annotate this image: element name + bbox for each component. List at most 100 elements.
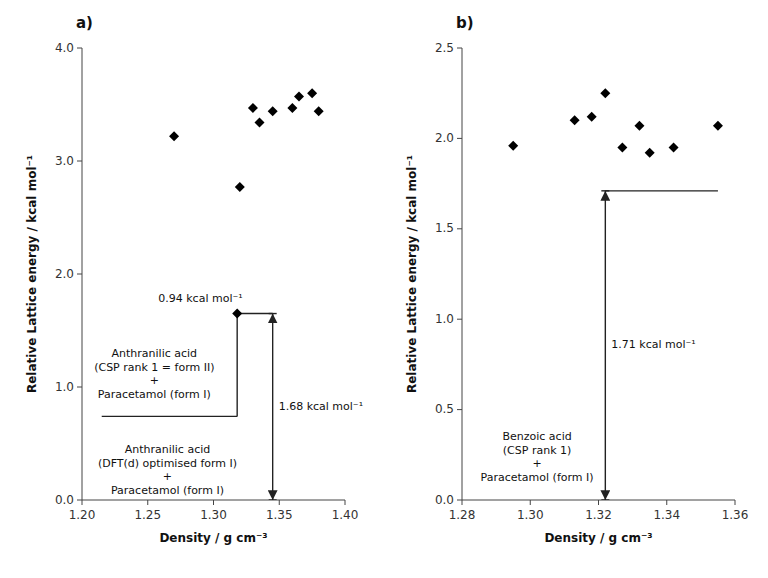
plot-area bbox=[102, 88, 324, 500]
y-tick bbox=[457, 319, 462, 320]
panel: 0.0 0.5 1.0 1.5 2.0 2.5 1.28 1.30 1.32 1.34 1.36 De… bbox=[405, 14, 748, 545]
scatter-point bbox=[294, 92, 304, 102]
scatter-point bbox=[600, 88, 610, 98]
y-tick-label: 1.0 bbox=[55, 380, 74, 394]
span-arrow bbox=[272, 314, 273, 500]
y-axis-line bbox=[82, 48, 83, 500]
y-tick-label: 0.0 bbox=[435, 493, 454, 507]
annotation-line: (CSP rank 1 = form II) bbox=[94, 361, 214, 374]
annotation: Anthranilic acid(CSP rank 1 = form II)+P… bbox=[94, 347, 214, 401]
y-tick-label: 0.5 bbox=[435, 402, 454, 416]
scatter-point bbox=[268, 106, 278, 116]
x-tick-label: 1.30 bbox=[517, 508, 544, 522]
span-cap bbox=[269, 499, 277, 500]
bracket-line bbox=[605, 190, 718, 191]
x-tick-label: 1.32 bbox=[585, 508, 612, 522]
y-tick-label: 2.0 bbox=[435, 131, 454, 145]
x-axis-label: Density / g cm⁻³ bbox=[159, 531, 267, 545]
x-tick bbox=[147, 500, 148, 505]
x-tick bbox=[345, 500, 346, 505]
annotation: Anthranilic acid(DFT(d) optimised form I… bbox=[98, 443, 237, 497]
y-tick bbox=[77, 387, 82, 388]
y-tick-label: 2.0 bbox=[55, 267, 74, 281]
x-axis-line bbox=[462, 500, 735, 501]
bracket-line bbox=[102, 416, 237, 417]
x-tick bbox=[530, 500, 531, 505]
y-tick bbox=[457, 500, 462, 501]
x-tick-label: 1.35 bbox=[266, 508, 293, 522]
y-tick-label: 4.0 bbox=[55, 41, 74, 55]
annotation-line: Paracetamol (form I) bbox=[98, 388, 211, 401]
span-arrow bbox=[605, 191, 606, 500]
x-tick bbox=[279, 500, 280, 505]
x-tick bbox=[598, 500, 599, 505]
annotation-line: + bbox=[150, 374, 159, 387]
span-label: 1.68 kcal mol⁻¹ bbox=[279, 400, 363, 413]
annotation-line: (CSP rank 1) bbox=[503, 444, 571, 457]
y-tick-label: 1.0 bbox=[435, 312, 454, 326]
y-tick bbox=[77, 161, 82, 162]
scatter-point bbox=[235, 182, 245, 192]
scatter-point bbox=[287, 103, 297, 113]
annotation-line: Paracetamol (form I) bbox=[111, 484, 224, 497]
x-tick-label: 1.28 bbox=[449, 508, 476, 522]
span-cap bbox=[601, 190, 609, 191]
annotation-line: + bbox=[163, 470, 172, 483]
panel-label: a) bbox=[76, 14, 93, 32]
y-tick-label: 1.5 bbox=[435, 221, 454, 235]
scatter-point bbox=[669, 142, 679, 152]
x-tick bbox=[462, 500, 463, 505]
x-tick-label: 1.25 bbox=[134, 508, 161, 522]
scatter-point bbox=[587, 112, 597, 122]
x-tick bbox=[666, 500, 667, 505]
x-tick-label: 1.36 bbox=[722, 508, 749, 522]
scatter-point bbox=[634, 121, 644, 131]
y-tick bbox=[457, 138, 462, 139]
y-axis-label: Relative Lattice energy / kcal mol⁻¹ bbox=[405, 155, 419, 393]
bracket-line bbox=[237, 313, 273, 314]
y-axis-label: Relative Lattice energy / kcal mol⁻¹ bbox=[25, 155, 39, 393]
scatter-point bbox=[713, 121, 723, 131]
bracket-line bbox=[236, 314, 237, 417]
annotation-line: Benzoic acid bbox=[502, 430, 571, 443]
y-tick bbox=[77, 48, 82, 49]
scatter-point bbox=[248, 103, 258, 113]
span-cap bbox=[601, 499, 609, 500]
annotation-line: Anthranilic acid bbox=[125, 443, 211, 456]
scatter-point bbox=[232, 309, 242, 319]
y-tick bbox=[457, 48, 462, 49]
y-axis-line bbox=[462, 48, 463, 500]
scatter-point bbox=[314, 106, 324, 116]
y-tick-label: 2.5 bbox=[435, 41, 454, 55]
scatter-point bbox=[508, 141, 518, 151]
y-tick-label: 3.0 bbox=[55, 154, 74, 168]
x-tick-label: 1.40 bbox=[332, 508, 359, 522]
span-cap bbox=[269, 313, 277, 314]
panel-label: b) bbox=[456, 14, 474, 32]
y-tick bbox=[457, 228, 462, 229]
y-tick bbox=[77, 274, 82, 275]
annotation-line: Anthranilic acid bbox=[112, 347, 198, 360]
span-label: 1.71 kcal mol⁻¹ bbox=[611, 338, 695, 351]
scatter-point bbox=[570, 115, 580, 125]
scatter-point bbox=[617, 142, 627, 152]
x-tick bbox=[735, 500, 736, 505]
x-axis-label: Density / g cm⁻³ bbox=[544, 531, 652, 545]
x-tick bbox=[213, 500, 214, 505]
annotation-line: + bbox=[532, 457, 541, 470]
panel: 0.01.02.03.04.01.201.251.301.351.40Densi… bbox=[25, 14, 363, 545]
x-tick-label: 1.34 bbox=[653, 508, 680, 522]
annotation-line: (DFT(d) optimised form I) bbox=[98, 457, 237, 470]
y-tick bbox=[457, 409, 462, 410]
scatter-point bbox=[255, 118, 265, 128]
x-tick bbox=[82, 500, 83, 505]
x-tick-label: 1.30 bbox=[200, 508, 227, 522]
annotation: Benzoic acid(CSP rank 1)+Paracetamol (fo… bbox=[481, 430, 594, 484]
y-tick bbox=[77, 500, 82, 501]
x-axis-line bbox=[82, 500, 345, 501]
figure: 0.01.02.03.04.01.201.251.301.351.40Densi… bbox=[0, 0, 768, 578]
scatter-point bbox=[307, 88, 317, 98]
annotation: 0.94 kcal mol⁻¹ bbox=[158, 292, 242, 305]
y-tick-label: 0.0 bbox=[55, 493, 74, 507]
scatter-point bbox=[169, 131, 179, 141]
